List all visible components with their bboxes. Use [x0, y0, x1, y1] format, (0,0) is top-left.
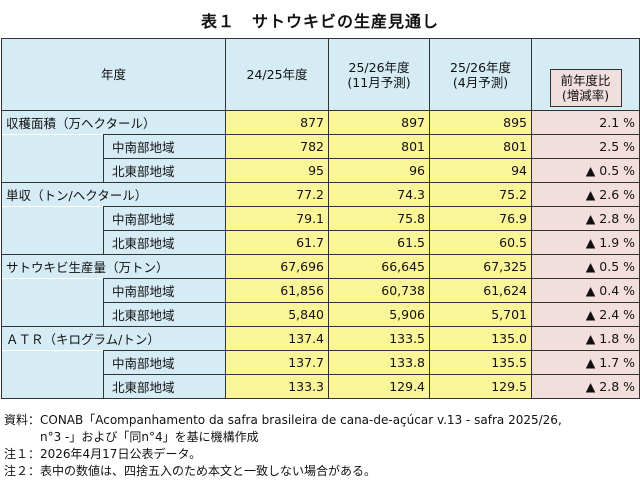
- value-cell-v2: 897: [328, 110, 431, 135]
- value-cell-v2: 66,645: [328, 254, 431, 279]
- row-region-label: 北東部地域: [102, 158, 227, 183]
- table-row: 中南部地域 782 801 801 2.5 %: [1, 134, 640, 159]
- header-col-2526-nov: 25/26年度 (11月予測): [328, 38, 431, 111]
- row-region-label: 北東部地域: [102, 302, 227, 327]
- change-rate-cell: ▲ 2.8 %: [531, 206, 640, 231]
- value-cell-v2: 801: [328, 134, 431, 159]
- table-title: 表１ サトウキビの生産見通し: [200, 12, 439, 31]
- table-row: 北東部地域 5,840 5,906 5,701 ▲ 2.4 %: [1, 302, 640, 327]
- value-cell-v1: 95: [225, 158, 330, 183]
- row-category-label: ＡＴＲ（キログラム/トン）: [0, 326, 227, 351]
- row-category-label: 単収（トン/ヘクタール）: [0, 182, 227, 207]
- table-row: 北東部地域 95 96 94 ▲ 0.5 %: [1, 158, 640, 183]
- value-cell-v3: 5,701: [429, 302, 533, 327]
- value-cell-v3: 94: [429, 158, 533, 183]
- row-category-label: 収穫面積（万ヘクタール）: [0, 110, 227, 135]
- value-cell-v1: 5,840: [225, 302, 330, 327]
- change-rate-cell: ▲ 1.9 %: [531, 230, 640, 255]
- table-row: 中南部地域 137.7 133.8 135.5 ▲ 1.7 %: [1, 350, 640, 375]
- note-1: 注１：2026年4月17日公表データ。: [4, 447, 202, 461]
- change-rate-cell: ▲ 2.8 %: [531, 374, 640, 399]
- source-note-line2: n°3 -」および「同n°4」を基に機構作成: [4, 430, 259, 444]
- table-notes: 資料：CONAB「Acompanhamento da safra brasile…: [4, 412, 562, 480]
- note-2: 注２：表中の数値は、四捨五入のため本文と一致しない場合がある。: [4, 464, 377, 478]
- table-row: 収穫面積（万ヘクタール） 877 897 895 2.1 %: [0, 110, 640, 135]
- value-cell-v2: 96: [328, 158, 431, 183]
- value-cell-v3: 801: [429, 134, 533, 159]
- value-cell-v2: 129.4: [328, 374, 431, 399]
- value-cell-v1: 782: [225, 134, 330, 159]
- table-row: サトウキビ生産量（万トン） 67,696 66,645 67,325 ▲ 0.5 %: [0, 254, 640, 279]
- table-row: 中南部地域 61,856 60,738 61,624 ▲ 0.4 %: [1, 278, 640, 303]
- value-cell-v1: 61.7: [225, 230, 330, 255]
- row-region-label: 北東部地域: [102, 230, 227, 255]
- value-cell-v3: 895: [429, 110, 533, 135]
- row-category-label: サトウキビ生産量（万トン）: [0, 254, 227, 279]
- row-indent-cell: [1, 278, 104, 303]
- change-rate-cell: ▲ 2.6 %: [531, 182, 640, 207]
- value-cell-v1: 77.2: [225, 182, 330, 207]
- value-cell-v3: 75.2: [429, 182, 533, 207]
- table-row: ＡＴＲ（キログラム/トン） 137.4 133.5 135.0 ▲ 1.8 %: [0, 326, 640, 351]
- value-cell-v3: 135.5: [429, 350, 533, 375]
- value-cell-v1: 133.3: [225, 374, 330, 399]
- table-row: 北東部地域 133.3 129.4 129.5 ▲ 2.8 %: [1, 374, 640, 399]
- table-row: 単収（トン/ヘクタール） 77.2 74.3 75.2 ▲ 2.6 %: [0, 182, 640, 207]
- table-row: 北東部地域 61.7 61.5 60.5 ▲ 1.9 %: [1, 230, 640, 255]
- row-indent-cell: [1, 134, 104, 159]
- change-rate-cell: 2.5 %: [531, 134, 640, 159]
- row-indent-cell: [1, 374, 104, 399]
- header-year: 年度: [0, 38, 227, 111]
- header-col-change: 前年度比 (増減率): [531, 38, 640, 111]
- row-region-label: 中南部地域: [102, 206, 227, 231]
- value-cell-v3: 60.5: [429, 230, 533, 255]
- production-outlook-table: 年度 24/25年度 25/26年度 (11月予測) 25/26年度 (4月予測) …: [0, 38, 640, 399]
- change-rate-cell: ▲ 2.4 %: [531, 302, 640, 327]
- row-indent-cell: [1, 206, 104, 231]
- value-cell-v2: 74.3: [328, 182, 431, 207]
- change-rate-cell: ▲ 1.8 %: [531, 326, 640, 351]
- row-indent-cell: [1, 158, 104, 183]
- row-region-label: 中南部地域: [102, 134, 227, 159]
- value-cell-v3: 135.0: [429, 326, 533, 351]
- row-region-label: 北東部地域: [102, 374, 227, 399]
- header-col-2425: 24/25年度: [225, 38, 330, 111]
- header-col-2526-apr: 25/26年度 (4月予測): [429, 38, 533, 111]
- row-indent-cell: [1, 230, 104, 255]
- value-cell-v3: 76.9: [429, 206, 533, 231]
- change-rate-cell: ▲ 1.7 %: [531, 350, 640, 375]
- change-rate-cell: ▲ 0.5 %: [531, 254, 640, 279]
- table-row: 中南部地域 79.1 75.8 76.9 ▲ 2.8 %: [1, 206, 640, 231]
- row-region-label: 中南部地域: [102, 278, 227, 303]
- value-cell-v2: 61.5: [328, 230, 431, 255]
- value-cell-v2: 133.5: [328, 326, 431, 351]
- value-cell-v3: 129.5: [429, 374, 533, 399]
- value-cell-v2: 133.8: [328, 350, 431, 375]
- value-cell-v2: 75.8: [328, 206, 431, 231]
- value-cell-v2: 5,906: [328, 302, 431, 327]
- value-cell-v2: 60,738: [328, 278, 431, 303]
- change-rate-cell: ▲ 0.4 %: [531, 278, 640, 303]
- value-cell-v1: 137.7: [225, 350, 330, 375]
- value-cell-v1: 61,856: [225, 278, 330, 303]
- value-cell-v1: 67,696: [225, 254, 330, 279]
- change-rate-cell: 2.1 %: [531, 110, 640, 135]
- row-indent-cell: [1, 350, 104, 375]
- row-region-label: 中南部地域: [102, 350, 227, 375]
- row-indent-cell: [1, 302, 104, 327]
- value-cell-v1: 877: [225, 110, 330, 135]
- value-cell-v3: 67,325: [429, 254, 533, 279]
- change-rate-cell: ▲ 0.5 %: [531, 158, 640, 183]
- value-cell-v1: 79.1: [225, 206, 330, 231]
- value-cell-v1: 137.4: [225, 326, 330, 351]
- source-note-line1: 資料：CONAB「Acompanhamento da safra brasile…: [4, 413, 562, 427]
- value-cell-v3: 61,624: [429, 278, 533, 303]
